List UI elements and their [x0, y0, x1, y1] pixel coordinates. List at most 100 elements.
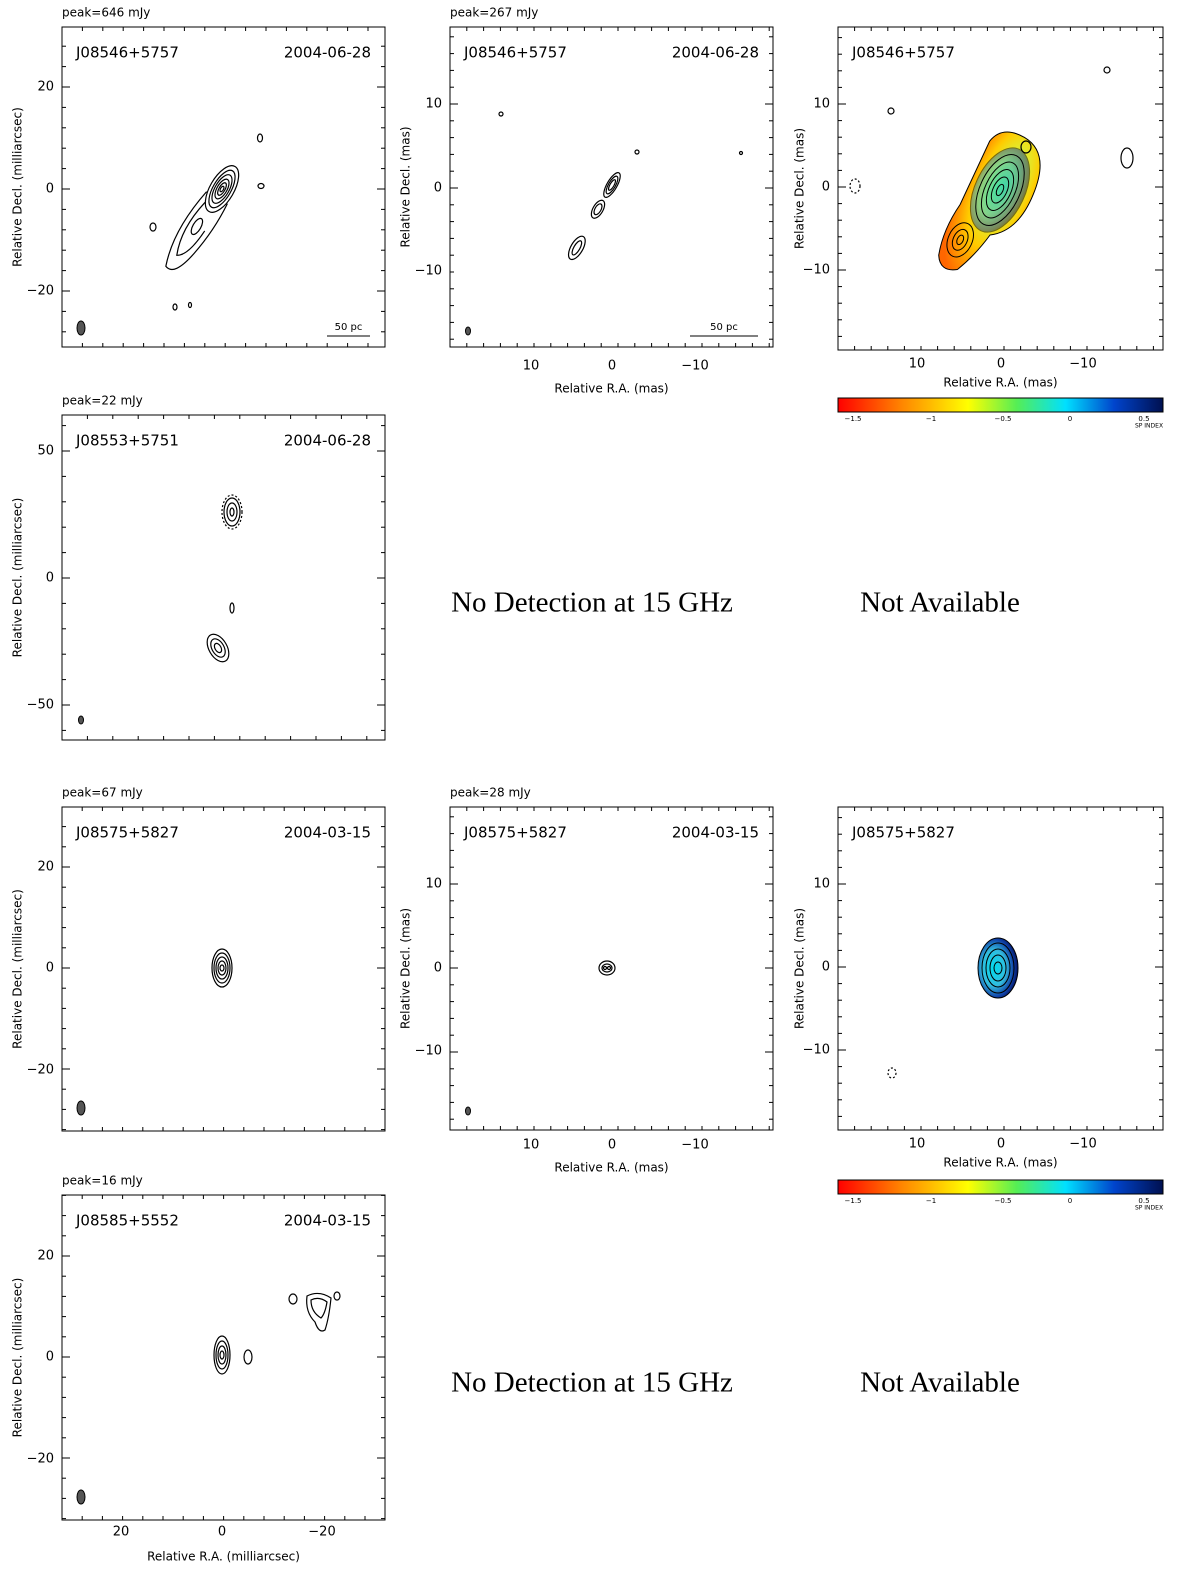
y-tick-label: 0 [46, 182, 54, 197]
y-tick-label: −10 [415, 264, 442, 279]
plot-frame [837, 806, 1164, 1131]
scale-bar-label: 50 pc [710, 322, 738, 333]
obs-date: 2004-03-15 [284, 1212, 371, 1230]
y-axis-label: Relative Decl. (mas) [793, 908, 807, 1029]
x-tick-label: −10 [1069, 357, 1096, 372]
colorbar-title: SP INDEX [1135, 423, 1163, 430]
source-name: J08575+5827 [463, 824, 567, 842]
source-name: J08546+5757 [463, 44, 567, 62]
source-name: J08575+5827 [851, 824, 955, 842]
x-tick-label: 20 [113, 1525, 130, 1540]
colorbar-tick-label: 0 [1068, 1197, 1072, 1205]
y-axis-label: Relative Decl. (milliarcsec) [11, 107, 25, 267]
plot-frame [61, 414, 386, 741]
colorbar-tick-label: −1 [926, 415, 936, 423]
y-tick-label: −20 [27, 1063, 54, 1078]
scale-bar-label: 50 pc [335, 322, 363, 333]
colorbar-tick-label: −0.5 [995, 1197, 1012, 1205]
x-axis-label: Relative R.A. (mas) [943, 1156, 1057, 1170]
plot-frame [449, 26, 774, 348]
y-tick-label: −10 [803, 1043, 830, 1058]
colorbar-tick-label: 0.5 [1138, 415, 1149, 423]
y-tick-label: 0 [434, 961, 442, 976]
y-tick-label: 10 [425, 97, 442, 112]
y-tick-label: 0 [46, 571, 54, 586]
y-tick-label: 0 [434, 181, 442, 196]
obs-date: 2004-06-28 [672, 44, 759, 62]
x-tick-label: −10 [1069, 1137, 1096, 1152]
y-axis-label: Relative Decl. (milliarcsec) [11, 498, 25, 658]
y-tick-label: 10 [813, 877, 830, 892]
y-tick-label: 0 [822, 180, 830, 195]
y-tick-label: −10 [415, 1044, 442, 1059]
y-tick-label: 0 [46, 961, 54, 976]
note: Not Available [860, 1367, 1020, 1399]
colorbar-tick-label: −1.5 [845, 1197, 862, 1205]
obs-date: 2004-06-28 [284, 432, 371, 450]
x-tick-label: 0 [997, 357, 1005, 372]
peak-label: peak=28 mJy [450, 786, 531, 800]
x-tick-label: 10 [523, 359, 540, 374]
colorbar [837, 1179, 1164, 1195]
x-tick-label: 10 [523, 1138, 540, 1153]
x-tick-label: 0 [608, 1138, 616, 1153]
peak-label: peak=22 mJy [62, 394, 143, 408]
colorbar-tick-label: 0 [1068, 415, 1072, 423]
colorbar-tick-label: −1 [926, 1197, 936, 1205]
x-axis-label: Relative R.A. (mas) [554, 382, 668, 396]
y-tick-label: 10 [813, 97, 830, 112]
x-tick-label: 10 [909, 1137, 926, 1152]
x-axis-label: Relative R.A. (mas) [554, 1161, 668, 1175]
plot-frame [837, 26, 1164, 351]
source-name: J08546+5757 [851, 44, 955, 62]
y-tick-label: −10 [803, 263, 830, 278]
note: Not Available [860, 587, 1020, 619]
colorbar [837, 397, 1164, 413]
y-tick-label: 0 [822, 960, 830, 975]
y-tick-label: 20 [37, 1249, 54, 1264]
y-axis-label: Relative Decl. (mas) [399, 908, 413, 1029]
peak-label: peak=16 mJy [62, 1174, 143, 1188]
y-tick-label: 20 [37, 80, 54, 95]
note: No Detection at 15 GHz [451, 587, 733, 619]
peak-label: peak=646 mJy [62, 6, 150, 20]
y-axis-label: Relative Decl. (mas) [399, 126, 413, 247]
colorbar-tick-label: 0.5 [1138, 1197, 1149, 1205]
source-name: J08585+5552 [75, 1212, 179, 1230]
y-axis-label: Relative Decl. (milliarcsec) [11, 1278, 25, 1438]
y-tick-label: −20 [27, 284, 54, 299]
x-tick-label: −20 [308, 1525, 335, 1540]
y-tick-label: 0 [46, 1350, 54, 1365]
x-tick-label: 0 [218, 1525, 226, 1540]
y-axis-label: Relative Decl. (mas) [793, 128, 807, 249]
plot-frame [61, 26, 386, 348]
peak-label: peak=67 mJy [62, 786, 143, 800]
peak-label: peak=267 mJy [450, 6, 538, 20]
colorbar-tick-label: −0.5 [995, 415, 1012, 423]
colorbar-tick-label: −1.5 [845, 415, 862, 423]
y-tick-label: 10 [425, 877, 442, 892]
obs-date: 2004-06-28 [284, 44, 371, 62]
source-name: J08546+5757 [75, 44, 179, 62]
y-tick-label: −50 [27, 698, 54, 713]
contours [76, 66, 1134, 1505]
x-tick-label: 10 [909, 357, 926, 372]
note: No Detection at 15 GHz [451, 1367, 733, 1399]
x-axis-label: Relative R.A. (milliarcsec) [147, 1550, 300, 1564]
x-tick-label: −10 [681, 1138, 708, 1153]
obs-date: 2004-03-15 [672, 824, 759, 842]
source-name: J08553+5751 [75, 432, 179, 450]
y-axis-label: Relative Decl. (milliarcsec) [11, 889, 25, 1049]
source-name: J08575+5827 [75, 824, 179, 842]
y-tick-label: 20 [37, 860, 54, 875]
y-tick-label: 50 [37, 444, 54, 459]
y-tick-label: −20 [27, 1452, 54, 1467]
x-tick-label: −10 [681, 359, 708, 374]
colorbar-title: SP INDEX [1135, 1205, 1163, 1212]
x-tick-label: 0 [608, 359, 616, 374]
x-tick-label: 0 [997, 1137, 1005, 1152]
obs-date: 2004-03-15 [284, 824, 371, 842]
x-axis-label: Relative R.A. (mas) [943, 376, 1057, 390]
